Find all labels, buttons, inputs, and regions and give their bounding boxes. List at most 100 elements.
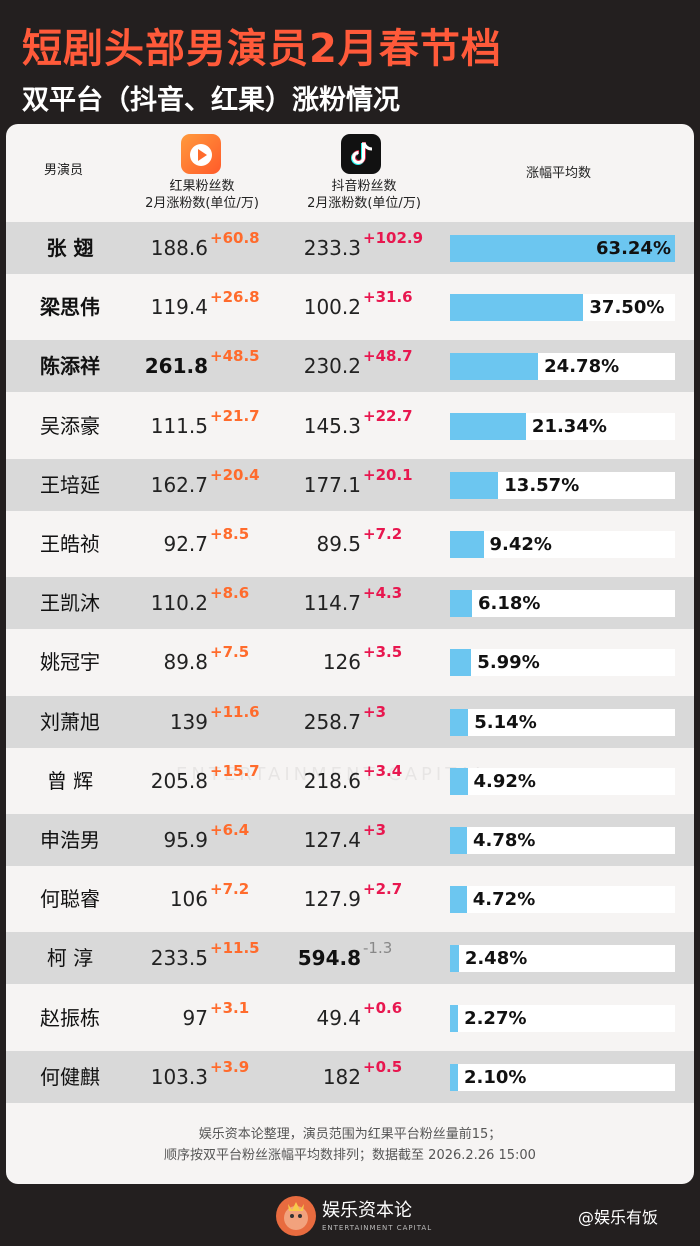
table-row: 姚冠宇 89.8 +7.5 126 +3.5 5.99% [6, 636, 694, 688]
douyin-fans-value: 126 [322, 650, 361, 675]
hongguo-fans-value: 119.4 [150, 295, 208, 320]
actor-name: 申浩男 [40, 828, 100, 852]
hongguo-fans-value: 261.8 [144, 354, 208, 379]
column-douyin-line2: 2月涨粉数(单位/万) [307, 196, 421, 211]
actor-name: 王凯沐 [40, 591, 100, 616]
table-row: 王培延 162.7 +20.4 177.1 +20.1 13.57% [6, 458, 694, 511]
page-subtitle: 双平台（抖音、红果）涨粉情况 [22, 85, 400, 116]
hongguo-increase: +7.5 [210, 643, 250, 662]
footnote-line2: 顺序按双平台粉丝涨幅平均数排列；数据截至 2026.2.26 15:00 [164, 1148, 536, 1163]
actor-name: 梁思伟 [40, 295, 100, 320]
douyin-increase: +20.1 [363, 465, 413, 484]
avg-bar-track: 9.42% [450, 531, 675, 558]
douyin-fans-value: 145.3 [303, 413, 361, 438]
table-row: 曾 辉 205.8 +15.7 218.6 +3.4 4.92% [6, 755, 694, 807]
douyin-increase: +0.6 [363, 998, 403, 1017]
actor-name: 刘萧旭 [40, 709, 100, 734]
douyin-fans-value: 594.8 [297, 946, 361, 971]
hongguo-increase: +48.5 [210, 347, 260, 366]
actor-name: 陈添祥 [40, 354, 100, 379]
douyin-fans-value: 114.7 [303, 591, 361, 616]
avg-bar [450, 649, 472, 677]
actor-name: 王培延 [40, 472, 100, 497]
hongguo-increase: +8.6 [210, 584, 250, 603]
hongguo-increase: +60.8 [210, 229, 260, 247]
hongguo-fans-value: 89.8 [163, 650, 208, 675]
douyin-fans-value: 177.1 [303, 472, 361, 497]
hongguo-fans-value: 103.3 [150, 1064, 208, 1089]
douyin-increase: +31.6 [363, 288, 413, 307]
table-row: 何健麒 103.3 +3.9 182 +0.5 2.10% [6, 1050, 694, 1103]
douyin-increase: +3 [363, 702, 387, 721]
actor-name: 赵振栋 [40, 1005, 100, 1030]
hongguo-fans-value: 97 [182, 1005, 208, 1030]
avg-bar-track: 24.78% [450, 353, 675, 381]
avg-bar [450, 708, 469, 736]
douyin-app-icon [341, 134, 381, 174]
douyin-increase: +3 [363, 821, 387, 839]
logo-icon [276, 1196, 316, 1236]
avg-percent-label: 63.24% [596, 238, 671, 259]
hongguo-increase: +15.7 [210, 761, 260, 780]
avg-percent-label: 2.10% [464, 1066, 527, 1088]
table-row: 张 翅 188.6 +60.8 233.3 +102.9 63.24% [6, 222, 694, 274]
hongguo-increase: +11.6 [210, 702, 260, 721]
hongguo-increase: +7.2 [210, 880, 250, 899]
avg-bar [450, 1004, 459, 1032]
hongguo-increase: +20.4 [210, 465, 260, 484]
actor-name: 何聪睿 [40, 887, 100, 912]
douyin-fans-value: 127.4 [303, 828, 361, 852]
hongguo-fans-value: 106 [169, 887, 208, 912]
table-row: 吴添豪 111.5 +21.7 145.3 +22.7 21.34% [6, 400, 694, 452]
avg-bar [450, 235, 675, 262]
avg-percent-label: 24.78% [544, 356, 620, 378]
douyin-increase: +7.2 [363, 525, 403, 543]
avg-percent-label: 4.72% [472, 889, 536, 911]
hongguo-increase: +6.4 [210, 821, 250, 839]
table-row: 柯 淳 233.5 +11.5 594.8 -1.3 2.48% [6, 932, 694, 985]
avg-bar [450, 590, 472, 618]
avg-bar [450, 945, 459, 973]
hongguo-increase: +3.1 [210, 998, 250, 1017]
douyin-fans-value: 89.5 [316, 532, 361, 556]
douyin-fans-value: 127.9 [303, 887, 361, 912]
avg-bar-track: 5.14% [450, 708, 675, 736]
avg-bar-track: 37.50% [450, 294, 675, 322]
douyin-increase: +102.9 [363, 229, 424, 247]
hongguo-fans-value: 205.8 [150, 768, 208, 793]
avg-percent-label: 6.18% [477, 593, 541, 615]
avg-bar-track: 21.34% [450, 412, 675, 440]
table-card: ENTERTAINMENT CAPITAL 男演员 红果粉丝数 2月涨粉数(单位… [6, 124, 694, 1184]
avg-percent-label: 4.92% [473, 770, 536, 792]
douyin-fans-value: 218.6 [303, 768, 361, 793]
column-hongguo-label: 红果粉丝数 2月涨粉数(单位/万) [145, 178, 259, 212]
table-row: 刘萧旭 139 +11.6 258.7 +3 5.14% [6, 695, 694, 748]
avg-percent-label: 13.57% [504, 474, 580, 496]
douyin-increase: +22.7 [363, 406, 413, 425]
column-douyin-label: 抖音粉丝数 2月涨粉数(单位/万) [307, 178, 421, 212]
table-row: 梁思伟 119.4 +26.8 100.2 +31.6 37.50% [6, 281, 694, 333]
watermark: ENTERTAINMENT CAPITAL [176, 764, 490, 785]
actor-name: 吴添豪 [40, 413, 100, 438]
actor-name: 柯 淳 [46, 946, 94, 971]
hongguo-increase: +26.8 [210, 288, 260, 307]
avg-percent-label: 4.78% [473, 830, 536, 851]
avg-bar [450, 827, 467, 854]
hongguo-fans-value: 162.7 [150, 472, 208, 497]
header: 短剧头部男演员2月春节档 双平台（抖音、红果）涨粉情况 [0, 0, 700, 124]
actor-name: 曾 辉 [46, 768, 94, 793]
avg-bar-track: 4.92% [450, 767, 675, 795]
actor-name: 王皓祯 [40, 532, 100, 556]
hongguo-fans-value: 110.2 [150, 591, 208, 616]
weibo-handle: @娱乐有饭 [578, 1208, 659, 1227]
avg-bar-track: 6.18% [450, 590, 675, 618]
avg-bar-track: 63.24% [450, 235, 675, 262]
avg-bar-track: 4.72% [450, 886, 675, 914]
hongguo-fans-value: 92.7 [163, 532, 208, 556]
avg-bar-track: 2.27% [450, 1004, 675, 1032]
avg-bar-track: 4.78% [450, 827, 675, 854]
avg-bar [450, 294, 584, 322]
hongguo-increase: +3.9 [210, 1057, 250, 1076]
avg-bar [450, 886, 467, 914]
hongguo-increase: +8.5 [210, 525, 250, 543]
